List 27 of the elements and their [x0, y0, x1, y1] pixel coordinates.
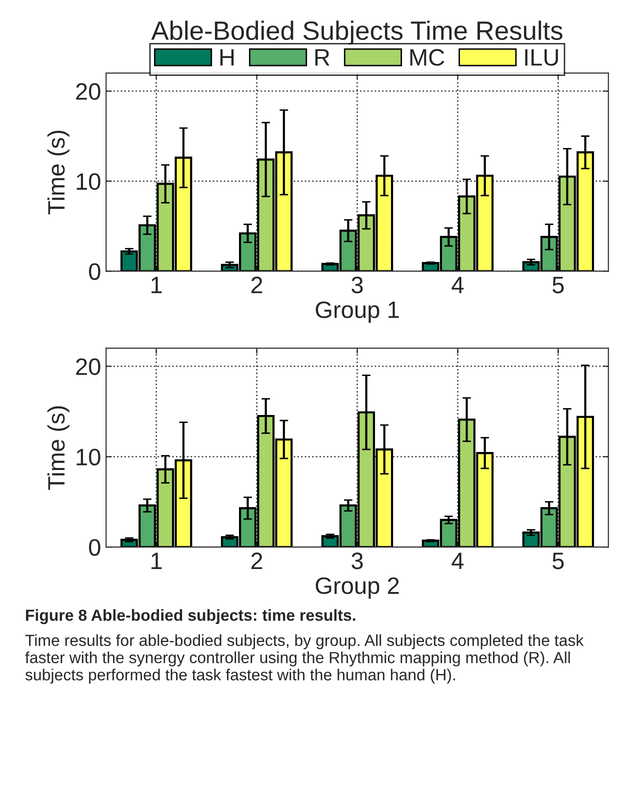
x-tick-label: 3 [352, 276, 363, 294]
legend-label: ILU [525, 49, 558, 66]
x-tick-label: 1 [152, 276, 162, 294]
x-axis-title: Group 2 [316, 577, 399, 599]
legend-label: R [315, 49, 330, 66]
y-tick-label: 20 [76, 358, 100, 376]
y-tick-label: 10 [76, 173, 100, 190]
chart-title: Able-Bodied Subjects Time Results [151, 20, 562, 46]
y-tick-label: 0 [89, 263, 100, 280]
x-tick-label: 5 [552, 552, 564, 570]
x-tick-label: 5 [552, 276, 564, 294]
x-tick-label: 1 [152, 552, 162, 570]
x-tick-label: 2 [251, 552, 262, 570]
x-tick-label: 4 [452, 552, 464, 570]
y-axis-title: Time (s) [47, 130, 70, 214]
text: Time results for able-bodied subjects, by group. All subjects completed the task faster with the synergy controller using the Rhythmic mapping method (R). All subjects performed the task fastest with the human hand (H). [25, 634, 584, 684]
x-tick-label: 4 [452, 276, 464, 294]
caption: Figure 8 Able-bodied subjects: time results. [26, 609, 356, 624]
y-tick-label: 10 [76, 448, 100, 466]
x-tick-label: 2 [251, 276, 262, 294]
x-tick-label: 3 [352, 552, 363, 570]
legend-label: H [220, 49, 234, 66]
x-axis-title: Group 1 [316, 301, 399, 323]
y-axis-title: Time (s) [47, 406, 70, 490]
legend-label: MC [410, 49, 444, 66]
y-tick-label: 20 [76, 83, 100, 100]
y-tick-label: 0 [89, 539, 100, 556]
